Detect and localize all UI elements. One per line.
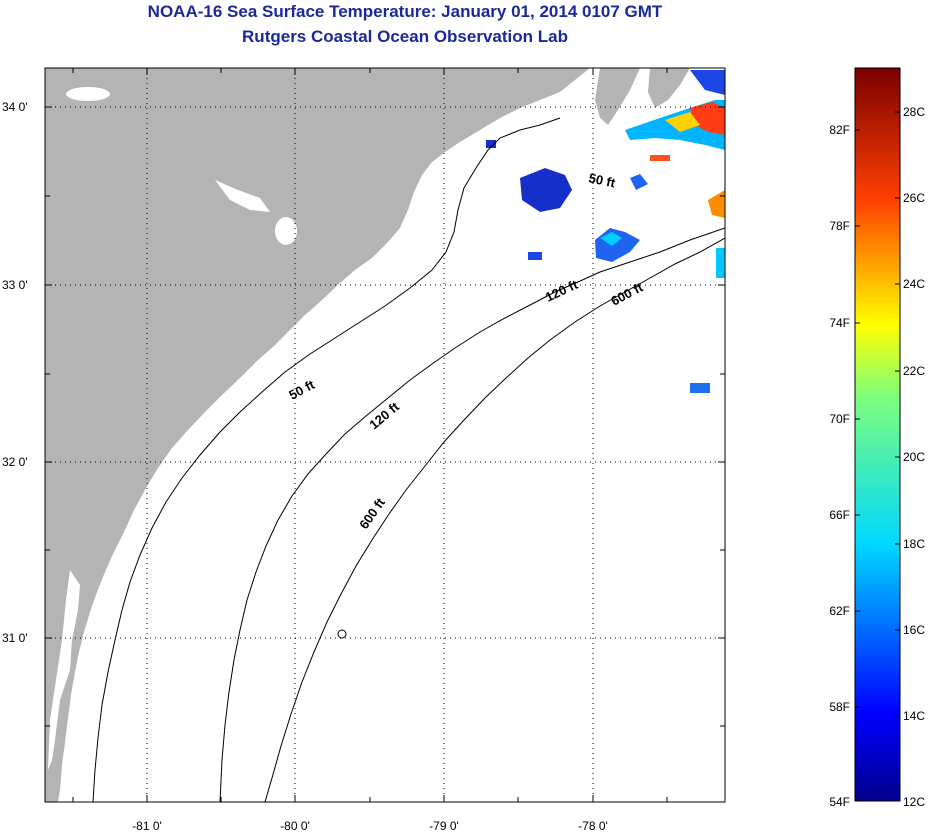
tick-marks <box>45 68 725 802</box>
colorbar-label-f: 74F <box>829 316 850 330</box>
contour-50ft <box>92 117 561 802</box>
seamount-contour <box>337 629 347 639</box>
contour-label: 50 ft <box>587 170 617 190</box>
lon-tick-label: -79 0' <box>429 819 459 832</box>
coastal-marsh <box>48 570 80 770</box>
graticule <box>45 68 725 802</box>
colorbar-label-c: 22C <box>903 364 925 378</box>
colorbar-label-c: 24C <box>903 277 925 291</box>
colorbar-label-f: 62F <box>829 604 850 618</box>
colorbar-label-c: 12C <box>903 795 925 809</box>
colorbar-label-f: 58F <box>829 700 850 714</box>
colorbar-label-f: 66F <box>829 508 850 522</box>
contour-120ft <box>219 227 725 802</box>
lon-tick-label: -81 0' <box>132 819 162 832</box>
lake <box>66 87 110 101</box>
lon-tick-label: -80 0' <box>280 819 310 832</box>
lake <box>215 180 270 212</box>
colorbar-label-f: 54F <box>829 795 850 809</box>
colorbar-ticks <box>855 111 900 717</box>
colorbar-label-c: 16C <box>903 623 925 637</box>
lon-tick-label: -78 0' <box>578 819 608 832</box>
lat-tick-label: 31 0' <box>2 631 28 645</box>
contour-600ft <box>264 237 725 802</box>
map-frame <box>44 67 726 803</box>
colorbar-label-f: 70F <box>829 412 850 426</box>
land-area-northeast <box>648 68 690 108</box>
colorbar-label-c: 14C <box>903 709 925 723</box>
colorbar-label-c: 18C <box>903 537 925 551</box>
colorbar-label-c: 26C <box>903 191 925 205</box>
colorbar-label-c: 20C <box>903 450 925 464</box>
colorbar-label-c: 28C <box>903 105 925 119</box>
lat-tick-label: 33 0' <box>2 278 28 292</box>
land-area-north <box>595 68 640 125</box>
lat-tick-label: 32 0' <box>2 455 28 469</box>
map-subtitle: Rutgers Coastal Ocean Observation Lab <box>242 27 568 46</box>
land-area <box>45 68 590 802</box>
colorbar <box>854 67 901 802</box>
lat-tick-label: 34 0' <box>2 100 28 114</box>
colorbar-label-f: 78F <box>829 219 850 233</box>
map-title: NOAA-16 Sea Surface Temperature: January… <box>147 2 663 21</box>
lake <box>275 217 297 245</box>
colorbar-label-f: 82F <box>829 123 850 137</box>
sst-data <box>486 70 725 393</box>
